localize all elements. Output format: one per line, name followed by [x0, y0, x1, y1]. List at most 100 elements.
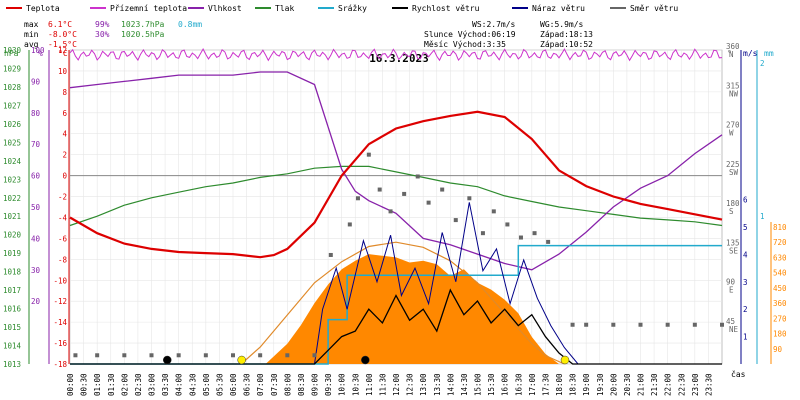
y-tick-pressure: 1026 [3, 120, 22, 129]
y-tick-pressure: 1018 [3, 268, 22, 277]
y-tick-pressure: 1030 [3, 46, 22, 55]
info-sun-rise: Slunce Východ:06:19 [424, 30, 516, 39]
y-tick-pressure: 1023 [3, 175, 21, 184]
x-tick-label: 21:00 [637, 373, 646, 396]
y-tick-direction-label: W [729, 129, 734, 138]
y-tick-direction: 180 [726, 199, 740, 208]
y-tick-temperature: -18 [53, 360, 67, 369]
y-tick-humidity: 90 [31, 77, 41, 86]
x-tick-label: 03:30 [161, 373, 170, 396]
info-wg: WG:5.9m/s [540, 20, 584, 29]
y-tick-direction: 90 [726, 278, 736, 287]
y-tick-solar: 810 [773, 223, 787, 232]
series-temperature [69, 110, 723, 259]
direction-point [203, 353, 208, 358]
y-tick-temperature: -12 [53, 297, 67, 306]
legend-entry: Směr větru [630, 4, 678, 13]
marker-moonrise [163, 355, 172, 365]
y-tick-temperature: 2 [62, 151, 67, 160]
y-tick-pressure: 1014 [3, 342, 22, 351]
direction-point [570, 322, 575, 327]
unit-pct: % [38, 49, 43, 58]
y-tick-temperature: 4 [62, 130, 67, 139]
y-tick-direction-label: N [729, 50, 734, 59]
y-tick-direction: 225 [726, 160, 740, 169]
direction-point [149, 353, 154, 358]
x-tick-label: 18:00 [555, 373, 564, 396]
y-tick-temperature: 0 [62, 172, 67, 181]
direction-point [176, 353, 181, 358]
series-ground-temperature [69, 48, 723, 62]
y-tick-direction-label: SE [729, 246, 739, 255]
direction-point [231, 353, 235, 358]
x-axis: 00:00 00:30 01:00 01:30 02:00 02:30 03:00 03:30… [66, 373, 713, 396]
x-tick-label: 02:00 [120, 373, 129, 396]
y-tick-solar: 540 [773, 269, 787, 278]
y-tick-humidity: 40 [31, 234, 41, 243]
y-tick-humidity: 30 [31, 266, 41, 275]
direction-point [546, 239, 551, 244]
stats-avg-temp: -1.5°C [48, 40, 77, 49]
x-tick-label: 06:30 [243, 373, 252, 396]
x-tick-label: 09:00 [311, 373, 320, 396]
y-tick-rain: 2 [760, 59, 765, 68]
y-tick-pressure: 1013 [3, 360, 21, 369]
y-tick-pressure: 1016 [3, 305, 22, 314]
y-tick-wind: 6 [743, 196, 748, 205]
direction-point [426, 200, 431, 205]
x-tick-label: 17:00 [528, 373, 537, 396]
y-tick-temperature: -8 [58, 255, 68, 264]
x-tick-label: 11:30 [378, 373, 387, 396]
direction-point [258, 353, 263, 358]
y-tick-direction: 270 [726, 121, 740, 130]
direction-point [95, 353, 100, 358]
direction-point [347, 222, 352, 227]
right-axes: ° m/s mm čas 360N315NW270W225SW180S135SE… [726, 42, 787, 379]
x-tick-label: 20:00 [609, 373, 618, 396]
y-tick-wind: 1 [743, 333, 748, 342]
x-tick-label: 01:00 [93, 373, 102, 396]
x-tick-label: 02:30 [134, 373, 143, 396]
y-tick-pressure: 1025 [3, 138, 21, 147]
y-tick-humidity: 80 [31, 109, 41, 118]
direction-point [328, 252, 333, 257]
y-tick-temperature: -4 [58, 213, 68, 222]
stats-min-press: 1020.5hPa [121, 30, 165, 39]
x-tick-label: 19:00 [582, 373, 591, 396]
x-tick-label: 21:30 [650, 373, 659, 396]
y-tick-pressure: 1020 [3, 231, 22, 240]
y-tick-pressure: 1027 [3, 101, 21, 110]
y-tick-pressure: 1021 [3, 212, 21, 221]
x-tick-label: 09:30 [324, 373, 333, 396]
x-tick-label: 15:00 [474, 373, 483, 396]
x-tick-label: 16:00 [501, 373, 510, 396]
y-tick-solar: 450 [773, 284, 787, 293]
direction-point [366, 152, 371, 157]
y-tick-wind: 5 [743, 223, 748, 232]
x-tick-label: 23:00 [691, 373, 700, 396]
direction-point [355, 196, 360, 201]
series-humidity [69, 71, 723, 271]
x-tick-label: 20:30 [623, 373, 632, 396]
direction-point [720, 322, 724, 327]
stats-max-press: 1023.7hPa [121, 20, 165, 29]
legend-entry: Náraz větru [532, 4, 585, 13]
y-tick-direction: 135 [726, 238, 740, 247]
stats-avg-label: avg [24, 40, 39, 49]
direction-point [388, 209, 393, 214]
plot-area [69, 48, 724, 365]
y-tick-temperature: 6 [62, 109, 67, 118]
unit-degc: °C [58, 49, 68, 58]
x-tick-label: 06:00 [229, 373, 238, 396]
direction-point [122, 353, 127, 358]
y-tick-humidity: 60 [31, 172, 41, 181]
unit-hpa: hPa [4, 49, 19, 58]
x-tick-label: 10:30 [351, 373, 360, 396]
y-tick-humidity: 50 [31, 203, 41, 212]
direction-point [638, 322, 643, 327]
y-tick-direction: 45 [726, 317, 735, 326]
y-tick-humidity: 20 [31, 297, 41, 306]
direction-point [415, 174, 420, 179]
y-tick-direction-label: E [729, 286, 734, 295]
